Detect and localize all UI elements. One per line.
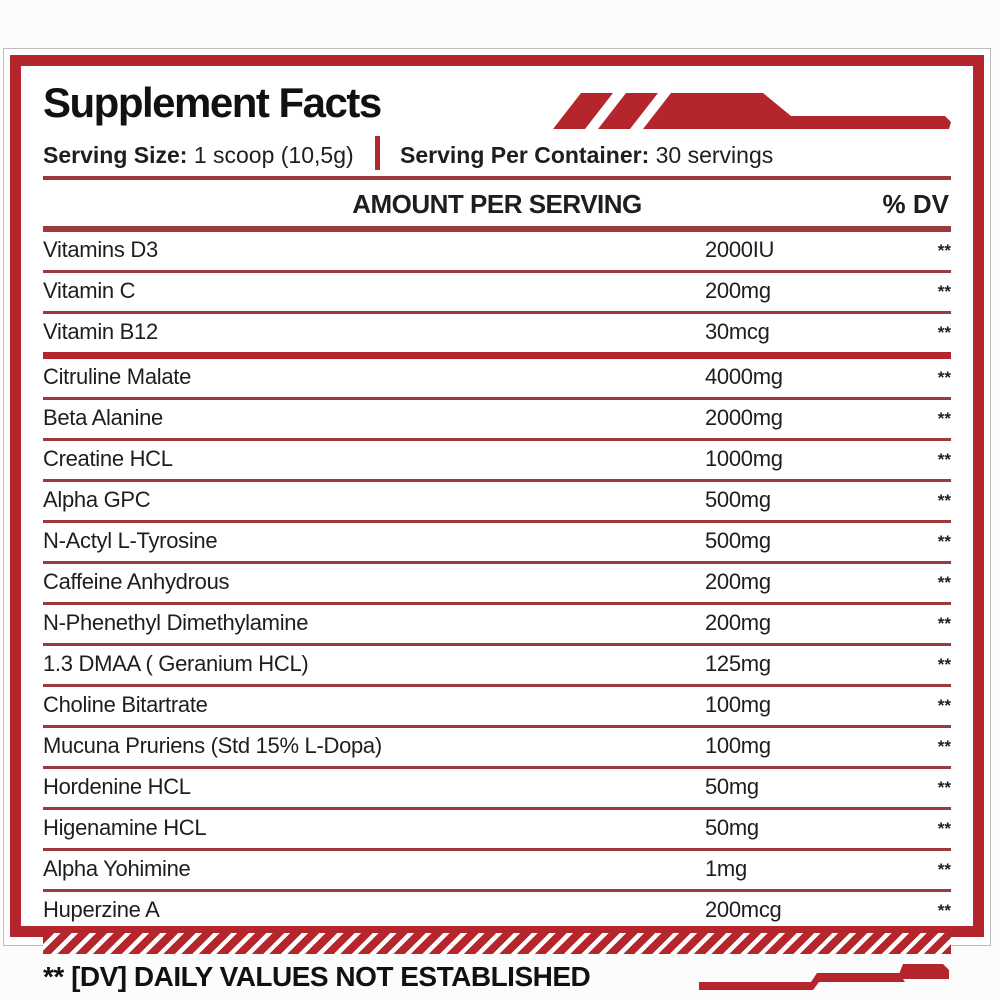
ingredient-amount: 500mg — [705, 487, 771, 512]
ingredient-dv: ** — [937, 860, 951, 879]
footer-row: ** [DV] DAILY VALUES NOT ESTABLISHED — [43, 960, 951, 994]
table-row: Alpha GPC 500mg ** — [43, 482, 951, 523]
table-row: Beta Alanine 2000mg ** — [43, 400, 951, 441]
ingredient-name: Vitamin B12 — [43, 319, 158, 344]
ingredient-name: Mucuna Pruriens (Std 15% L-Dopa) — [43, 733, 382, 758]
ingredient-amount: 4000mg — [705, 364, 783, 389]
ingredient-amount: 2000IU — [705, 237, 775, 262]
ingredient-dv: ** — [937, 491, 951, 510]
ingredient-amount: 200mg — [705, 569, 771, 594]
header-rule — [43, 226, 951, 232]
ingredient-dv: ** — [937, 901, 951, 920]
ingredient-dv: ** — [937, 323, 951, 342]
ingredient-amount: 1000mg — [705, 446, 783, 471]
ingredient-name: Alpha GPC — [43, 487, 151, 512]
table-row: 1.3 DMAA ( Geranium HCL) 125mg ** — [43, 646, 951, 687]
ingredient-amount: 2000mg — [705, 405, 783, 430]
serving-info-row: Serving Size: 1 scoop (10,5g) Serving Pe… — [43, 136, 951, 176]
table-row: N-Actyl L-Tyrosine 500mg ** — [43, 523, 951, 564]
ingredient-name: Choline Bitartrate — [43, 692, 208, 717]
ingredient-dv: ** — [937, 778, 951, 797]
ingredient-dv: ** — [937, 614, 951, 633]
ingredient-amount: 30mcg — [705, 319, 770, 344]
ingredient-name: Beta Alanine — [43, 405, 163, 430]
ingredient-table: Vitamins D3 2000IU ** Vitamin C 200mg **… — [43, 232, 951, 930]
serving-size-label: Serving Size: — [43, 142, 188, 168]
page-title: Supplement Facts — [43, 79, 382, 126]
table-row: Creatine HCL 1000mg ** — [43, 441, 951, 482]
ingredient-dv: ** — [937, 696, 951, 715]
table-row: Hordenine HCL 50mg ** — [43, 769, 951, 810]
ingredient-name: Huperzine A — [43, 897, 160, 922]
table-row: Choline Bitartrate 100mg ** — [43, 687, 951, 728]
ingredient-dv: ** — [937, 819, 951, 838]
ingredient-name: Caffeine Anhydrous — [43, 569, 230, 594]
ingredient-name: Alpha Yohimine — [43, 856, 191, 881]
supplement-label: Supplement Facts Serving Size: 1 scoop (… — [3, 48, 991, 992]
table-row: Vitamin C 200mg ** — [43, 273, 951, 314]
table-row: Huperzine A 200mcg ** — [43, 892, 951, 930]
table-row: Caffeine Anhydrous 200mg ** — [43, 564, 951, 605]
table-row: N-Phenethyl Dimethylamine 200mg ** — [43, 605, 951, 646]
ingredient-dv: ** — [937, 282, 951, 301]
ingredient-dv: ** — [937, 532, 951, 551]
ingredient-name: Vitamin C — [43, 278, 136, 303]
divider-rule — [43, 176, 951, 180]
dv-header: % DV — [882, 189, 949, 219]
label-content: Supplement Facts Serving Size: 1 scoop (… — [21, 66, 973, 992]
ingredient-name: Creatine HCL — [43, 446, 173, 471]
ingredient-name: Citruline Malate — [43, 364, 192, 389]
table-row: Alpha Yohimine 1mg ** — [43, 851, 951, 892]
ingredient-amount: 125mg — [705, 651, 771, 676]
ingredient-amount: 50mg — [705, 815, 759, 840]
servings-per-container: Serving Per Container: 30 servings — [375, 136, 951, 170]
ingredient-dv: ** — [937, 409, 951, 428]
ingredient-amount: 500mg — [705, 528, 771, 553]
ingredient-amount: 1mg — [705, 856, 747, 881]
table-row: Citruline Malate 4000mg ** — [43, 359, 951, 400]
label-red-border: Supplement Facts Serving Size: 1 scoop (… — [10, 55, 984, 992]
ingredient-amount: 200mg — [705, 610, 771, 635]
ingredient-name: 1.3 DMAA ( Geranium HCL) — [43, 651, 309, 676]
table-row: Vitamin B12 30mcg ** — [43, 314, 951, 359]
ingredient-dv: ** — [937, 241, 951, 260]
serving-size-value: 1 scoop (10,5g) — [193, 142, 354, 168]
ingredient-name: Vitamins D3 — [43, 237, 158, 262]
ingredient-dv: ** — [937, 573, 951, 592]
ingredient-name: Hordenine HCL — [43, 774, 191, 799]
ingredient-name: N-Actyl L-Tyrosine — [43, 528, 218, 553]
table-header-row: AMOUNT PER SERVING % DV — [43, 180, 951, 226]
ingredient-dv: ** — [937, 368, 951, 387]
red-step-ribbon-icon — [699, 964, 949, 990]
table-row: Vitamins D3 2000IU ** — [43, 232, 951, 273]
ingredient-amount: 200mg — [705, 278, 771, 303]
servings-per-container-label: Serving Per Container: — [400, 142, 650, 168]
ingredient-dv: ** — [937, 450, 951, 469]
ingredient-amount: 100mg — [705, 733, 771, 758]
ingredient-dv: ** — [937, 737, 951, 756]
dv-footnote: ** [DV] DAILY VALUES NOT ESTABLISHED — [43, 961, 591, 992]
ingredient-amount: 50mg — [705, 774, 759, 799]
red-slash-ribbon-icon — [553, 93, 951, 129]
title-row: Supplement Facts — [43, 76, 951, 134]
ingredient-dv: ** — [937, 655, 951, 674]
ingredient-name: Higenamine HCL — [43, 815, 207, 840]
red-hazard-stripes — [43, 933, 951, 954]
ingredient-name: N-Phenethyl Dimethylamine — [43, 610, 309, 635]
table-row: Higenamine HCL 50mg ** — [43, 810, 951, 851]
amount-per-serving-header: AMOUNT PER SERVING — [352, 189, 642, 219]
serving-size: Serving Size: 1 scoop (10,5g) — [43, 136, 375, 170]
ingredient-amount: 100mg — [705, 692, 771, 717]
table-row: Mucuna Pruriens (Std 15% L-Dopa) 100mg *… — [43, 728, 951, 769]
ingredient-amount: 200mcg — [705, 897, 782, 922]
servings-per-container-value: 30 servings — [655, 142, 774, 168]
